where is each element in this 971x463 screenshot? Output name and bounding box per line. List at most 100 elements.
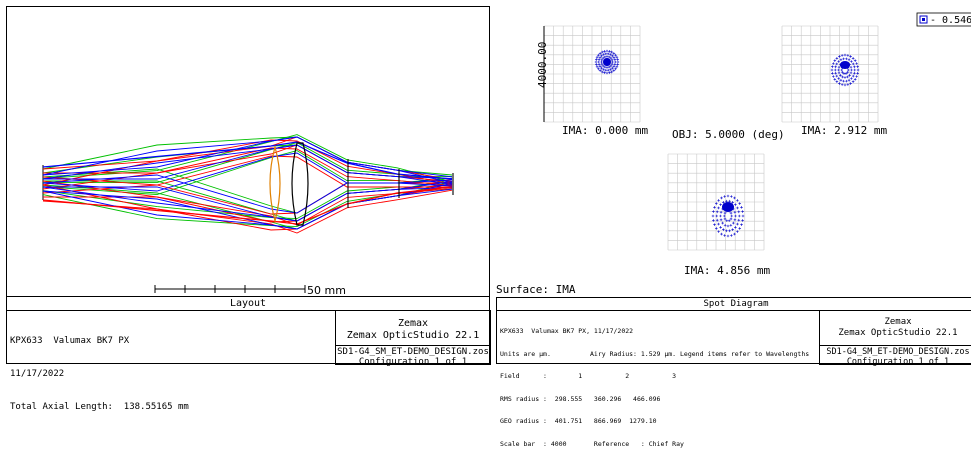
spot-point [737,218,741,222]
spot-point [853,59,857,62]
spot-grid-field-2 [781,25,879,123]
spot-point [733,196,736,200]
spot-point [856,72,859,75]
spot-point [600,66,603,70]
spot-point [842,79,845,83]
spot-info-line: Field : 1 2 3 [500,372,677,380]
spot-point [729,223,733,227]
spot-point [711,214,715,218]
legend-swatch [919,15,928,24]
spot-point [851,80,855,84]
field-1-ima-label: IMA: 0.000 mm [562,124,648,137]
spot-point [845,57,848,61]
ray [43,181,453,222]
ray-envelope-bottom [42,186,453,225]
spot-point [613,63,617,66]
spot-point [833,59,837,62]
spot-point [608,49,611,53]
spot-point [717,199,720,202]
spot-point [850,77,853,80]
spot-center [722,202,734,212]
spot-point [731,201,734,204]
spot-point [615,55,619,59]
spot-point [843,53,847,57]
scale-bar [154,285,306,293]
spot-point [603,65,607,69]
spot-point [605,66,609,69]
spot-info-text: KPX633 Valumax BK7 PX, 11/17/2022 Units … [500,313,809,463]
spot-pattern-field-3 [711,194,745,238]
spot-point [851,56,855,60]
spot-point [725,199,728,203]
spot-point [850,68,853,72]
ray [42,152,453,192]
spot-point [730,195,733,198]
spot-point [831,62,835,65]
spot-point [616,58,620,61]
spot-point [616,63,620,66]
spot-point [846,75,849,79]
spot-info-line: GEO radius : 401.751 866.969 1279.10 [500,417,657,425]
spot-point [714,227,718,230]
spot-point [851,74,855,78]
spot-point [719,210,723,214]
spot-point [846,70,849,74]
spot-point [610,58,614,62]
spot-point [855,75,859,78]
spot-diagram-drawing: 4000.00 IMA: 0.000 mm IMA: 2.912 mm OBJ: 5.… [536,12,971,277]
spot-point [723,211,727,215]
spot-point [734,203,737,206]
spot-point [740,206,743,209]
spot-point [600,60,603,64]
spot-point [723,217,727,221]
spot-point [616,60,620,64]
spot-point [598,52,602,55]
spot-point [839,58,843,62]
spot-point [602,53,605,56]
spot-point [851,62,855,66]
spot-point [607,65,611,69]
spot-point [595,55,599,59]
spot-point [598,65,602,68]
spot-point [850,60,853,63]
spot-point [595,65,599,69]
spot-point [603,49,606,53]
spot-point [841,70,844,74]
spot-point [598,69,602,72]
spot-point [736,199,739,202]
spot-point [732,221,735,225]
spot-point [733,232,736,236]
spot-point [838,55,841,58]
legend-box [916,12,971,27]
spot-file: SD1-G4_SM_ET-DEMO_DESIGN.zos [826,347,970,357]
spot-point [737,214,741,218]
spot-point [734,214,737,218]
spot-point [841,75,844,79]
spot-point [738,227,742,230]
spot-point [609,56,613,60]
spot-point [725,219,729,223]
spot-point [605,71,609,75]
spot-point [715,214,719,218]
field-2-ima-label: IMA: 2.912 mm [801,124,887,137]
spot-point [603,55,607,59]
spot-point [611,66,614,70]
spot-point [597,58,601,61]
spot-point [612,65,616,68]
spot-point [849,71,853,75]
spot-point [842,72,846,75]
spot-point [715,210,719,214]
spot-center [840,61,850,69]
obj-label: OBJ: 5.0000 (deg) [672,128,785,141]
spot-point [611,60,614,64]
spot-point [604,68,608,72]
spot-point [714,202,718,205]
spot-point [609,64,613,68]
spot-point [839,74,842,77]
spot-point [613,58,617,61]
layout-info-text: KPX633 Valumax BK7 PX 11/17/2022 Total A… [10,314,189,435]
layout-product: Zemax OpticStudio 22.1 [346,330,480,341]
spot-point [835,80,839,84]
spot-point [717,230,720,233]
spot-config: Configuration 1 of 1 [846,357,950,367]
